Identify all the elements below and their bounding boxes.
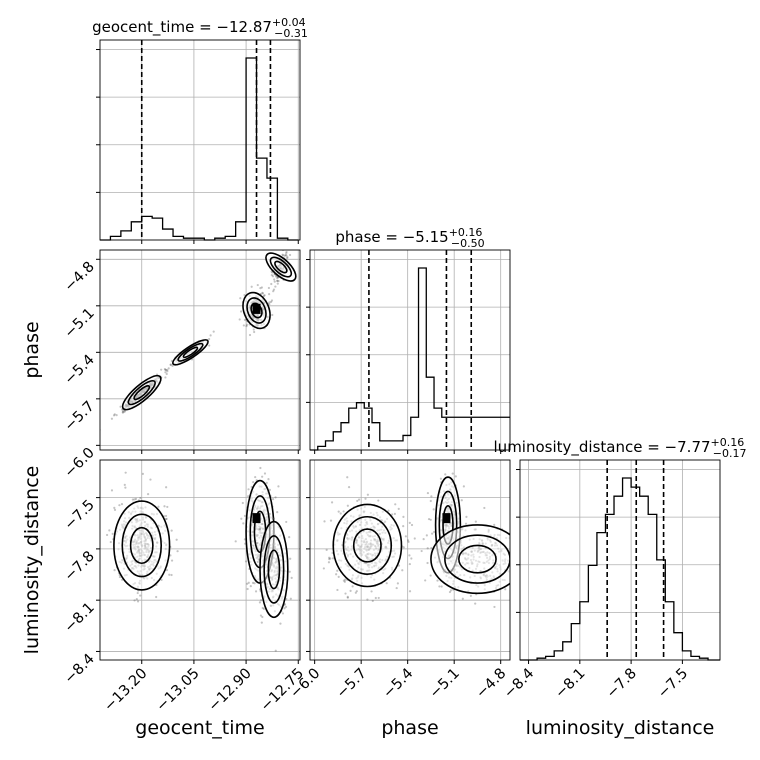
density-contour [269,256,293,278]
sample-cloud [105,466,293,652]
panel-frame [309,249,511,451]
x-axis-label-phase: phase [381,717,438,739]
density-peak [252,303,261,314]
x-tick-label: −13.05 [153,666,202,715]
density-contour [274,260,288,274]
histogram-steps [520,477,720,661]
x-tick-label: −7.8 [604,666,640,702]
density-contour [430,524,510,595]
density-contour [352,528,382,563]
joint-geocent-time-luminosity-distance: −13.20 −13.05 −12.90 −12.75−8.4−8.1−7.8−7.5 [62,459,307,715]
panel-frame [99,249,301,451]
y-tick-label: −5.4 [62,352,98,388]
density-contour [458,544,497,574]
x-axis-label-luminosity-distance: luminosity_distance [526,717,715,739]
joint-geocent-time-phase: −6.0 −5.7 −5.4 −5.1 −4.8 [62,249,301,481]
x-tick-label: −4.8 [473,666,509,702]
density-contour [265,252,297,282]
x-axis-label-geocent-time: geocent_time [135,717,264,739]
density-contour [267,549,281,590]
density-peak [252,513,261,524]
x-tick-label: −8.4 [501,666,537,702]
density-contour [342,515,393,575]
density-contour [177,342,204,362]
title-phase: phase = −5.15+0.16 −0.50 [335,226,484,250]
panel-frame [99,459,301,661]
panel-frame [309,459,511,661]
density-contour [250,302,263,319]
density-contour [127,379,156,406]
density-contour [121,374,162,411]
sample-cloud [100,250,297,431]
y-tick-label: −8.1 [62,600,98,636]
x-tick-label: −7.5 [655,666,691,702]
histogram-phase: phase = −5.15+0.16 −0.50 [306,226,511,454]
y-tick-label: −6.0 [62,445,98,481]
histogram-geocent-time: geocent_time = −12.87+0.04 −0.31 [92,16,308,244]
panel-frame [99,39,301,241]
density-contour [444,534,510,584]
y-tick-label: −5.7 [62,398,98,434]
x-tick-label: −13.20 [101,666,150,715]
y-axis-label-luminosity-distance: luminosity_distance [21,466,43,655]
histogram-steps [310,267,510,451]
sample-cloud [322,472,510,609]
panel-frame [519,459,721,661]
density-contour [133,385,151,401]
x-tick-label: −8.1 [552,666,588,702]
density-contour [172,339,209,366]
density-contour [182,346,199,359]
x-tick-label: −5.7 [334,666,370,702]
y-tick-label: −5.1 [62,305,98,341]
histogram-luminosity-distance: −8.4 −8.1 −7.8 −7.5 luminosity_distance = −7… [494,436,747,702]
panel-title: geocent_time = −12.87+0.04 −0.31 [92,16,308,40]
density-peak [442,513,451,524]
panel-title: phase = −5.15+0.16 −0.50 [335,226,484,250]
density-contour [263,535,285,604]
y-axis-label-phase: phase [21,321,43,378]
histogram-steps [100,57,299,241]
panel-title: luminosity_distance = −7.77+0.16 −0.17 [494,436,747,460]
joint-phase-luminosity-distance: −6.0 −5.7 −5.4 −5.1 −4.8 [287,459,511,702]
y-tick-label: −7.8 [62,548,98,584]
x-tick-label: −5.4 [380,666,416,702]
density-contour [246,297,267,324]
y-tick-label: −7.5 [62,497,98,533]
y-tick-label: −4.8 [62,259,98,295]
x-tick-label: −12.90 [206,666,255,715]
density-contour [121,513,163,578]
x-tick-label: −5.1 [427,666,463,702]
title-luminosity-distance: luminosity_distance = −7.77+0.16 −0.17 [494,436,747,460]
y-tick-label: −8.4 [62,651,98,687]
title-geocent-time: geocent_time = −12.87+0.04 −0.31 [92,16,308,40]
density-contour [129,526,154,565]
